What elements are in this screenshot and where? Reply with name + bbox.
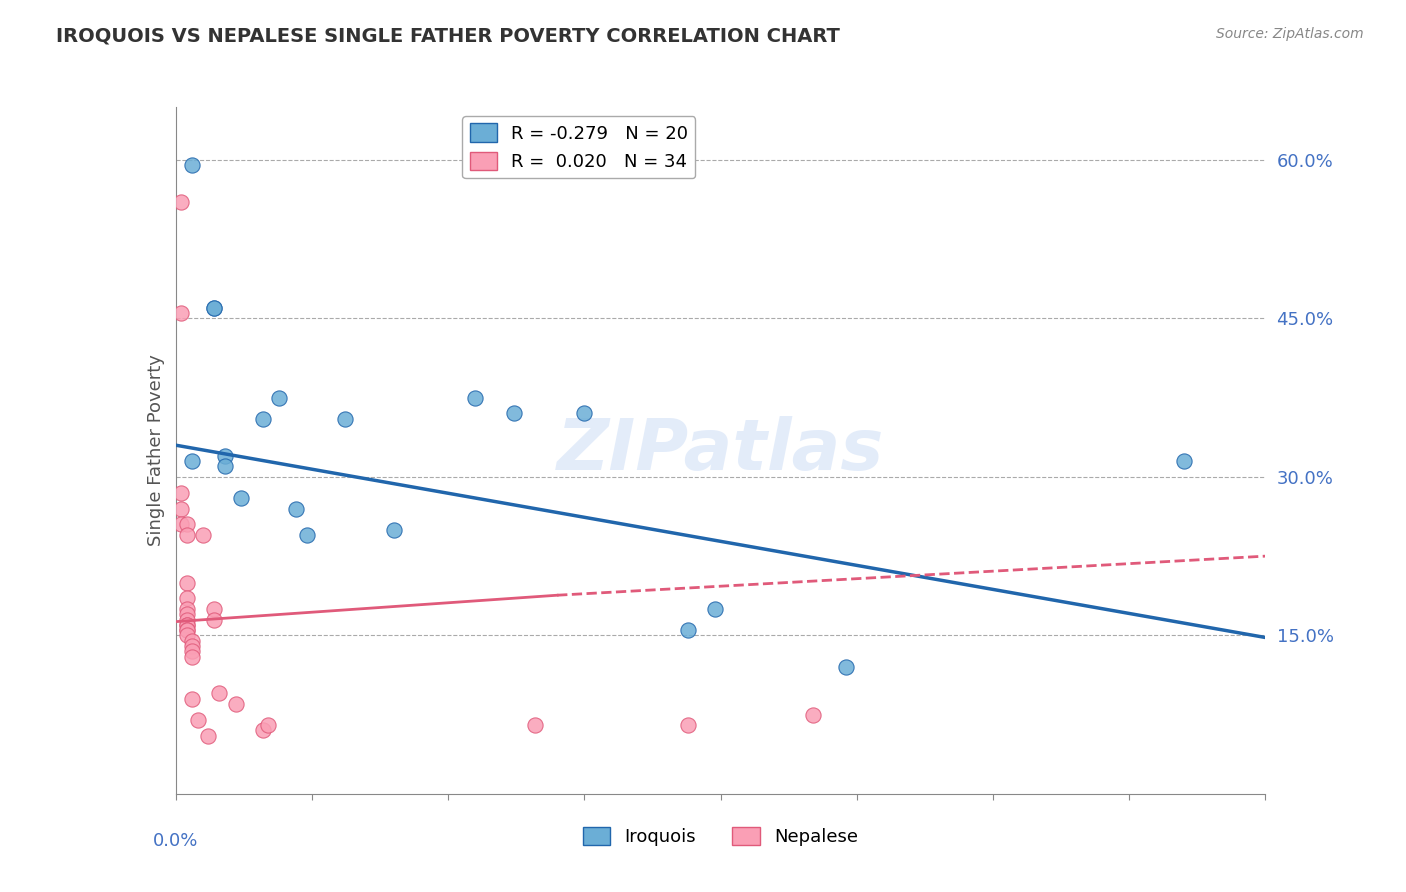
Point — [382, 523, 405, 537]
Point — [295, 528, 318, 542]
Point — [170, 306, 193, 320]
Point — [252, 723, 274, 738]
Point — [176, 528, 198, 542]
Point — [181, 649, 204, 664]
Point — [269, 391, 291, 405]
Point — [176, 607, 198, 622]
Point — [502, 407, 524, 421]
Point — [176, 591, 198, 606]
Point — [176, 613, 198, 627]
Point — [231, 491, 253, 505]
Point — [170, 485, 193, 500]
Point — [257, 718, 280, 732]
Point — [214, 449, 236, 463]
Point — [176, 602, 198, 616]
Point — [170, 517, 193, 532]
Point — [202, 301, 225, 315]
Point — [676, 623, 699, 637]
Point — [186, 713, 209, 727]
Point — [181, 454, 204, 468]
Point — [284, 501, 307, 516]
Point — [835, 660, 858, 674]
Text: ZIPatlas: ZIPatlas — [557, 416, 884, 485]
Point — [524, 718, 547, 732]
Point — [208, 686, 231, 700]
Text: IROQUOIS VS NEPALESE SINGLE FATHER POVERTY CORRELATION CHART: IROQUOIS VS NEPALESE SINGLE FATHER POVER… — [56, 27, 841, 45]
Point — [464, 391, 486, 405]
Point — [176, 617, 198, 632]
Point — [181, 158, 204, 172]
Point — [202, 613, 225, 627]
Legend: Iroquois, Nepalese: Iroquois, Nepalese — [576, 820, 865, 854]
Point — [214, 459, 236, 474]
Point — [225, 697, 247, 711]
Point — [176, 628, 198, 642]
Point — [202, 602, 225, 616]
Point — [170, 195, 193, 210]
Point — [176, 575, 198, 590]
Point — [176, 623, 198, 637]
Point — [202, 301, 225, 315]
Point — [181, 639, 204, 653]
Point — [676, 718, 699, 732]
Y-axis label: Single Father Poverty: Single Father Poverty — [146, 354, 165, 547]
Point — [197, 729, 219, 743]
Text: 0.0%: 0.0% — [153, 831, 198, 850]
Point — [574, 407, 596, 421]
Point — [181, 691, 204, 706]
Point — [176, 517, 198, 532]
Point — [176, 617, 198, 632]
Point — [176, 623, 198, 637]
Point — [252, 411, 274, 425]
Point — [704, 602, 727, 616]
Point — [191, 528, 214, 542]
Text: Source: ZipAtlas.com: Source: ZipAtlas.com — [1216, 27, 1364, 41]
Point — [170, 501, 193, 516]
Point — [333, 411, 356, 425]
Point — [801, 707, 824, 722]
Point — [1173, 454, 1195, 468]
Point — [181, 633, 204, 648]
Point — [181, 644, 204, 658]
